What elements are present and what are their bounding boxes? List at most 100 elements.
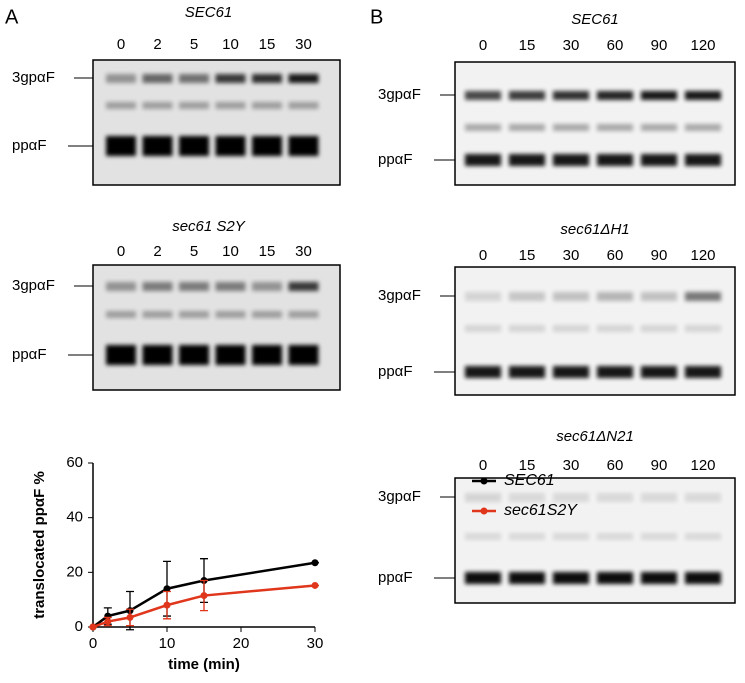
band: [252, 136, 282, 156]
band: [552, 572, 590, 584]
band: [252, 311, 282, 318]
gel-title: SEC61: [571, 11, 619, 28]
band: [252, 102, 282, 109]
band: [179, 282, 209, 291]
legend-marker: [480, 507, 488, 515]
band: [106, 311, 136, 318]
band: [596, 572, 634, 584]
lane-label: 30: [563, 37, 580, 54]
y-tick-label: 20: [66, 563, 83, 580]
y-tick-label: 0: [75, 618, 83, 635]
band: [640, 325, 678, 332]
band: [596, 292, 634, 301]
band: [552, 493, 590, 502]
band: [179, 311, 209, 318]
band: [464, 91, 502, 100]
x-axis-label: time (min): [168, 656, 240, 673]
band-label: 3gpαF: [378, 488, 421, 505]
lane-label: 30: [295, 243, 312, 260]
band: [179, 345, 209, 365]
data-point: [200, 592, 208, 600]
band-label: 3gpαF: [12, 69, 55, 86]
band: [508, 533, 546, 540]
band: [464, 325, 502, 332]
lane-label: 60: [607, 37, 624, 54]
band: [215, 282, 246, 291]
lane-label: 30: [563, 247, 580, 264]
band: [252, 345, 282, 365]
panel-label: A: [5, 6, 19, 28]
band: [640, 124, 678, 131]
band: [464, 366, 502, 378]
band: [106, 345, 136, 365]
band-label: ppαF: [12, 346, 47, 363]
band: [179, 102, 209, 109]
lane-label: 60: [607, 457, 624, 474]
band: [596, 91, 634, 100]
band: [552, 124, 590, 131]
lane-label: 2: [153, 243, 161, 260]
band: [288, 102, 319, 109]
band: [508, 325, 546, 332]
band: [464, 533, 502, 540]
band: [684, 124, 722, 131]
band-label: 3gpαF: [12, 277, 55, 294]
legend-label: SEC61: [504, 472, 555, 489]
lane-label: 0: [479, 37, 487, 54]
lane-label: 0: [479, 247, 487, 264]
gel-title: sec61 S2Y: [172, 218, 246, 235]
band: [179, 74, 209, 83]
legend-label: sec61S2Y: [504, 502, 578, 519]
lane-label: 10: [222, 243, 239, 260]
band: [640, 366, 678, 378]
band-label: 3gpαF: [378, 86, 421, 103]
y-axis-label: translocated ppαF %: [31, 471, 48, 619]
band: [596, 325, 634, 332]
lane-label: 90: [651, 247, 668, 264]
y-tick-label: 40: [66, 509, 83, 526]
band-label: ppαF: [378, 569, 413, 586]
band: [106, 102, 136, 109]
gel: SEC61 0 2 5 10 15 30 3gpαF ppαF: [12, 4, 341, 186]
gel: SEC61 0 15 30 60 90 120 3gpαF ppαF: [378, 11, 736, 186]
band: [464, 154, 502, 166]
band: [684, 493, 722, 502]
band: [288, 282, 319, 291]
band: [464, 124, 502, 131]
band: [215, 102, 246, 109]
band: [640, 292, 678, 301]
band: [596, 493, 634, 502]
band: [508, 154, 546, 166]
band-label: ppαF: [12, 137, 47, 154]
y-tick-label: 60: [66, 454, 83, 471]
lane-label: 15: [259, 243, 276, 260]
band-label: ppαF: [378, 363, 413, 380]
band: [508, 91, 546, 100]
band: [142, 74, 173, 83]
band: [596, 366, 634, 378]
lane-label: 0: [479, 457, 487, 474]
band: [142, 345, 173, 365]
gel-title: SEC61: [185, 4, 233, 21]
data-point: [104, 618, 112, 626]
lane-label: 60: [607, 247, 624, 264]
lane-label: 5: [190, 243, 198, 260]
band: [508, 366, 546, 378]
lane-label: 90: [651, 457, 668, 474]
band: [106, 74, 136, 83]
band: [508, 124, 546, 131]
band: [464, 493, 502, 502]
lane-label: 120: [690, 247, 715, 264]
lane-label: 15: [519, 247, 536, 264]
data-point: [311, 581, 319, 589]
band: [288, 345, 319, 365]
band: [508, 572, 546, 584]
band: [552, 154, 590, 166]
gel: sec61 S2Y 0 2 5 10 15 30 3gpαF ppαF: [12, 218, 341, 391]
band: [684, 366, 722, 378]
band: [640, 91, 678, 100]
lane-label: 10: [222, 36, 239, 53]
data-point: [89, 623, 97, 631]
data-point: [163, 601, 171, 609]
